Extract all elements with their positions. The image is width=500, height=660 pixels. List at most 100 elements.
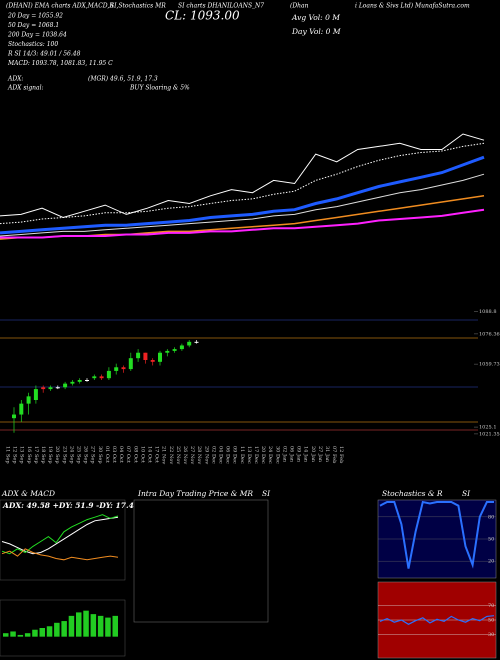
close: CL: 1093.00 — [165, 9, 240, 23]
candle-body — [179, 345, 184, 350]
date-label: 01 Oct — [104, 446, 110, 463]
macd-bar — [10, 631, 16, 637]
price-line — [0, 155, 485, 235]
date-label: 14 Oct — [147, 446, 153, 463]
candle-body — [99, 376, 104, 379]
stat: MACD: 1093.78, 1081.83, 11.95 C — [7, 60, 113, 67]
candle-body — [143, 352, 148, 360]
stat: 20 Day = 1055.92 — [7, 13, 63, 20]
y-tick-label: 1059.73 — [479, 362, 500, 368]
adx-line — [1, 548, 119, 561]
date-label: 17 Sep — [33, 446, 39, 464]
date-label: 12 Sep — [12, 446, 18, 464]
stoch-title2: SI — [462, 489, 471, 498]
macd-bar — [76, 612, 82, 637]
macd-bar — [83, 610, 89, 637]
candle-body — [194, 341, 199, 343]
y-tick-label: 1088.8 — [479, 309, 497, 315]
date-label: 25 Sep — [76, 446, 82, 464]
adx: ADX: — [7, 76, 23, 83]
stat: 50 Day = 1068.1 — [8, 22, 59, 29]
date-label: 02 Dec — [210, 446, 216, 464]
date-label: 31 Jan — [324, 446, 330, 463]
candle-body — [165, 350, 170, 353]
y-tick-label: 1025.1 — [479, 425, 497, 431]
y-tick-label: 1076.36 — [479, 331, 500, 337]
stat: R SI 14/3: 49.01 / 56.48 — [7, 51, 81, 58]
date-label: 13 Sep — [19, 446, 25, 464]
adx-line — [1, 516, 119, 555]
macd-bar — [3, 633, 9, 637]
avg-vol: Avg Vol: 0 M — [291, 13, 340, 22]
adx-line — [1, 514, 119, 555]
price-line — [0, 173, 485, 237]
y-tick-label: 80 — [488, 514, 494, 520]
candle-body — [19, 403, 24, 415]
date-label: 28 Nov — [196, 446, 202, 464]
y-tick-label: 30 — [488, 632, 494, 638]
candle-body — [92, 376, 97, 379]
adx-title: ADX & MACD — [1, 489, 55, 498]
date-label: 24 Sep — [68, 446, 74, 464]
date-label: 06 Dec — [225, 446, 231, 464]
date-label: 14 Jan — [303, 446, 309, 463]
stat: 200 Day = 1038.64 — [7, 32, 67, 39]
top-mid2: SI charts DHANILOANS_N7 — [178, 3, 264, 10]
macd-bar — [17, 634, 24, 637]
y-tick-label: 50 — [488, 618, 494, 624]
intraday-title: Intra Day Trading Price & MR — [137, 489, 253, 498]
date-label: 09 Jan — [296, 446, 302, 463]
price-line — [0, 142, 485, 225]
day-vol: Day Vol: 0 M — [291, 27, 341, 36]
candle-body — [187, 341, 192, 346]
date-label: 23 Sep — [61, 446, 67, 464]
date-label: 07 Oct — [125, 446, 131, 463]
adx-values: (MGR) 49.6, 51.9, 17.3 — [88, 76, 158, 83]
date-label: 17 Dec — [253, 446, 259, 464]
candle-body — [150, 360, 155, 362]
date-label: 22 Nov — [168, 446, 174, 464]
date-label: 20 Sep — [54, 446, 60, 464]
candle-body — [158, 352, 162, 362]
date-label: 19 Sep — [47, 446, 53, 464]
date-label: 18 Sep — [40, 446, 46, 464]
date-label: 20 Jan — [310, 446, 316, 463]
date-label: 27 Sep — [90, 446, 96, 464]
date-label: 27 Nov — [189, 446, 195, 464]
candle-body — [48, 387, 53, 390]
candle-body — [26, 396, 31, 404]
date-label: 04 Oct — [118, 446, 124, 463]
candle-body — [121, 367, 126, 370]
date-label: 11 Dec — [239, 446, 245, 464]
date-label: 08 Oct — [132, 446, 138, 463]
date-label: 26 Nov — [182, 446, 188, 464]
date-label: 10 Oct — [139, 446, 145, 463]
date-label: 13 Dec — [246, 446, 252, 464]
candle-body — [70, 381, 75, 384]
macd-bar — [105, 617, 111, 637]
macd-bar — [61, 621, 67, 637]
date-label: 30 Sep — [97, 446, 103, 464]
intraday-box — [133, 499, 269, 623]
macd-bar — [112, 615, 118, 637]
y-tick-label: 1021.35 — [479, 431, 500, 437]
y-tick-label: 20 — [488, 559, 494, 565]
date-label: 07 Feb — [331, 446, 337, 463]
candle-body — [114, 367, 119, 371]
top-far-right: i Loans & Sivs Ltd) MunafaSutra.com — [355, 3, 470, 10]
macd-bar — [54, 622, 60, 637]
stat: Stochastics: 100 — [8, 41, 58, 48]
date-label: 21 Nov — [161, 446, 167, 464]
date-label: 30 Dec — [274, 446, 280, 464]
top-left: (DHANI) EMA charts ADX,MACD,R — [6, 3, 114, 10]
candle-body — [128, 358, 133, 370]
date-label: 03 Oct — [111, 446, 117, 463]
date-label: 12 Feb — [338, 446, 344, 463]
date-label: 17 Oct — [154, 446, 160, 463]
date-label: 09 Dec — [232, 446, 238, 464]
stoch-title: Stochastics & R — [382, 489, 443, 498]
date-label: 29 Nov — [203, 446, 209, 464]
y-tick-label: 70 — [488, 603, 494, 609]
date-label: 04 Dec — [218, 446, 224, 464]
